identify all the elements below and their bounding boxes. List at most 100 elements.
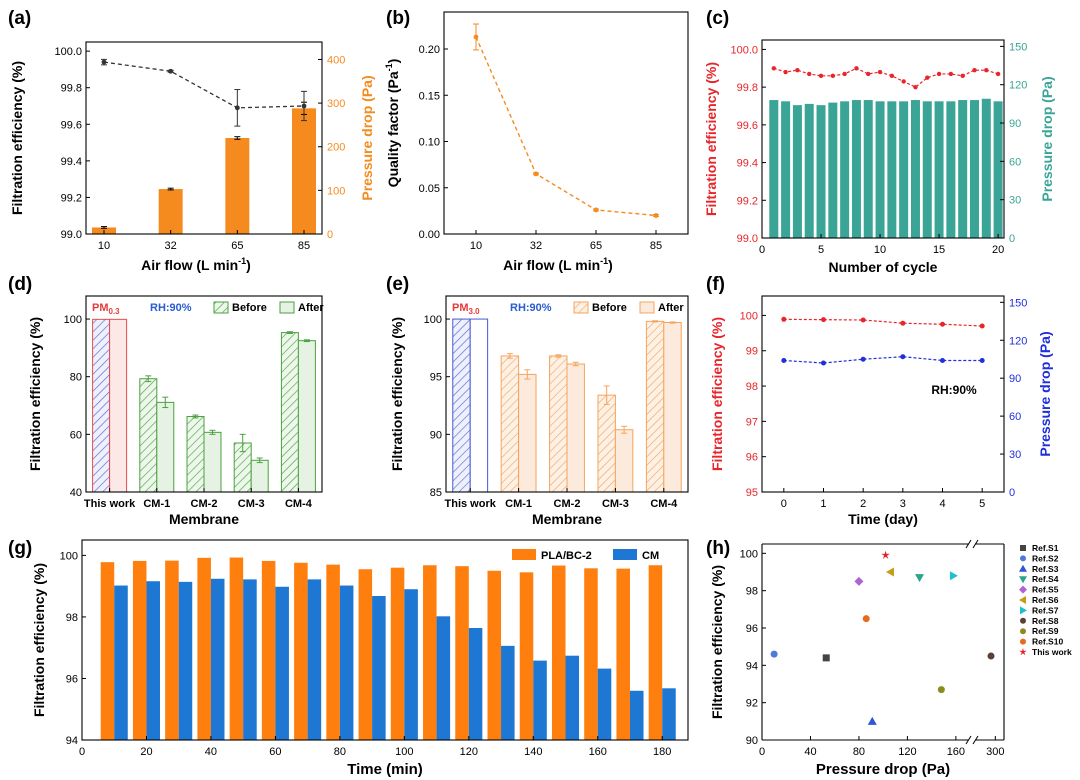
cm-bar (501, 645, 515, 740)
x-tick-label: This work (84, 498, 136, 510)
y-tick-label: 99.0 (61, 229, 82, 241)
y2-tick-label: 30 (1009, 195, 1021, 207)
scatter-point (867, 716, 877, 725)
y-tick-label: 100 (64, 314, 82, 326)
after-bar (250, 459, 269, 493)
legend-swatch-cm (613, 549, 637, 560)
y-tick-label: 99.4 (61, 156, 82, 168)
y2-axis-label: Pressure drop (Pa) (359, 75, 375, 200)
pressure-bar (958, 100, 968, 238)
efficiency-line (773, 67, 999, 88)
legend-marker (1020, 555, 1026, 562)
efficiency-point (866, 71, 871, 77)
pressure-point (940, 357, 946, 363)
x-axis-label: Pressure drop (Pa) (816, 761, 950, 778)
y-tick-label: 99.8 (737, 82, 758, 94)
pla-bar (326, 564, 340, 740)
legend-marker (1020, 638, 1026, 645)
legend-swatch-after (639, 301, 655, 314)
y-tick-label: 99.6 (61, 119, 82, 131)
y-axis-label-part: Quality factor (Pa (385, 71, 401, 187)
y2-tick-label: 90 (1009, 373, 1021, 385)
pressure-bar (292, 108, 316, 234)
legend-label: Ref.S10 (1032, 637, 1063, 647)
legend-label: Ref.S7 (1032, 605, 1059, 615)
after-bar (469, 318, 489, 493)
x-tick-label: 10 (470, 240, 482, 252)
legend-label: Ref.S2 (1032, 553, 1059, 563)
legend-label: Ref.S5 (1032, 585, 1059, 595)
efficiency-point (936, 71, 942, 77)
y-tick-label: 99.8 (61, 83, 82, 95)
x-axis-label-part: ) (608, 257, 613, 273)
legend-marker (1020, 545, 1026, 551)
y-tick-label: 92 (746, 698, 758, 710)
efficiency-point (889, 73, 895, 79)
rh-annotation: RH:90% (931, 383, 977, 397)
y-tick-label: 100.0 (730, 44, 758, 56)
legend-label-cm: CM (642, 550, 659, 562)
quality-factor-point (653, 213, 659, 218)
cm-bar (339, 585, 354, 740)
after-bar (663, 322, 682, 493)
y-tick-label: 99.6 (737, 120, 758, 132)
efficiency-point (940, 321, 946, 327)
efficiency-point (234, 105, 240, 111)
pressure-bar (875, 101, 885, 238)
efficiency-point (877, 69, 883, 75)
scatter-point (770, 650, 778, 658)
pla-bar (519, 572, 534, 740)
x-tick-label: 180 (653, 746, 671, 758)
x-axis-label: Time (day) (848, 511, 918, 527)
y-tick-label: 94 (66, 735, 78, 747)
before-bar (280, 332, 299, 493)
y2-tick-label: 90 (1009, 118, 1021, 130)
pressure-bar (993, 101, 1003, 238)
pm-annotation: PM3.0 (452, 302, 480, 316)
x-tick-label: 3 (900, 498, 906, 510)
pla-bar (390, 567, 405, 740)
x-tick-label: CM-2 (554, 498, 581, 510)
legend-label-before: Before (232, 302, 267, 314)
pm-subscript: 0.3 (109, 307, 121, 316)
y-tick-label: 100 (740, 310, 758, 322)
x-tick-label: 10 (98, 240, 110, 252)
y-axis-label: Filtration efficiency (%) (703, 62, 719, 216)
pressure-bar (158, 189, 183, 234)
x-tick-label: 0 (79, 746, 85, 758)
pressure-bar (934, 101, 944, 238)
x-tick-label: 5 (979, 498, 985, 510)
pla-bar (100, 562, 115, 740)
pressure-point (979, 357, 985, 363)
before-bar (597, 394, 616, 493)
y2-axis-label: Pressure drop (Pa) (1039, 76, 1055, 201)
after-bar (614, 429, 634, 493)
before-bar (500, 355, 520, 493)
pm-annotation: PM0.3 (92, 302, 120, 316)
quality-factor-point (593, 207, 599, 213)
plot-frame (85, 295, 323, 493)
legend-label: Ref.S9 (1032, 626, 1059, 636)
pla-bar (197, 557, 211, 740)
quality-factor-point (473, 34, 479, 40)
pm-text: PM (92, 302, 109, 314)
x-tick-label: 2 (860, 498, 866, 510)
y-tick-label: 90 (430, 429, 442, 441)
efficiency-line (783, 318, 983, 327)
x-tick-label: 140 (524, 746, 542, 758)
cm-bar (372, 596, 386, 740)
x-axis-label: Air flow (L min-1) (503, 256, 613, 273)
efficiency-point (948, 71, 954, 77)
efficiency-point (925, 75, 930, 80)
pressure-bar (946, 101, 956, 238)
x-tick-label: 20 (140, 746, 152, 758)
axis-break-mark (965, 539, 972, 549)
panel-g: (g) 94 96 98 100 0 20 40 60 80 100 120 140 160 180 Time… (8, 538, 689, 778)
pressure-bar (769, 100, 779, 238)
x-tick-label: 160 (589, 746, 607, 758)
pla-bar (261, 560, 276, 740)
cm-bar (468, 628, 483, 740)
scatter-point (937, 686, 945, 694)
pla-bar (132, 560, 147, 740)
